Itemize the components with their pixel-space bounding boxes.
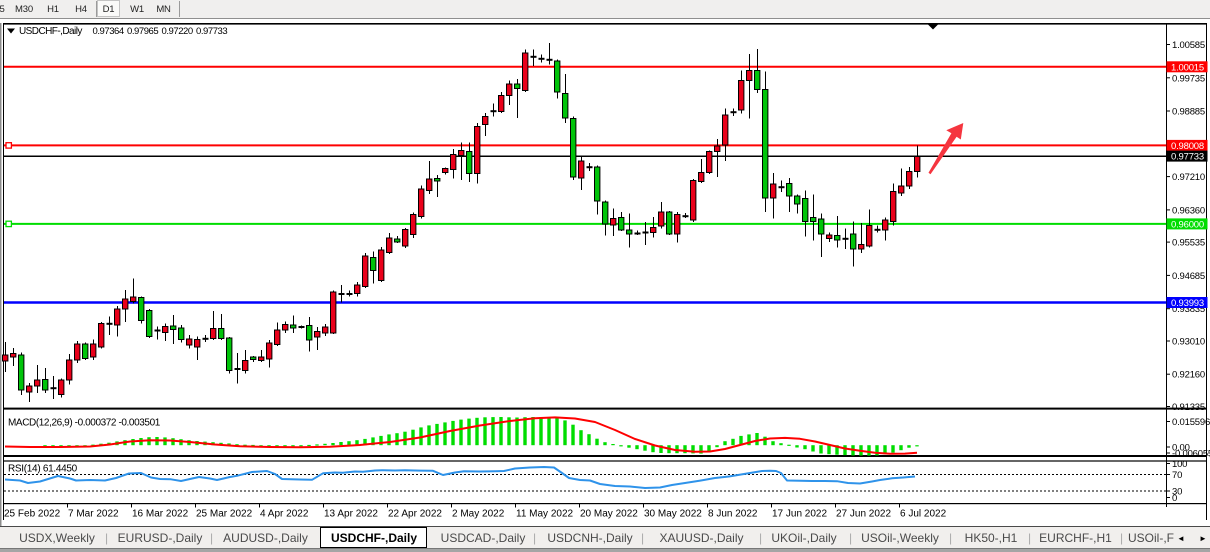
svg-text:0.99735: 0.99735 — [1172, 73, 1205, 84]
svg-text:RSI(14) 61.4450: RSI(14) 61.4450 — [8, 464, 78, 475]
svg-text:17 Jun 2022: 17 Jun 2022 — [772, 509, 827, 520]
svg-text:20 May 2022: 20 May 2022 — [580, 509, 638, 520]
svg-text:0.96360: 0.96360 — [1172, 205, 1205, 216]
svg-text:27 Jun 2022: 27 Jun 2022 — [836, 509, 891, 520]
svg-text:70: 70 — [1172, 470, 1182, 481]
svg-text:0.98008: 0.98008 — [1171, 141, 1204, 152]
svg-text:25 Mar 2022: 25 Mar 2022 — [196, 509, 253, 520]
svg-text:0.00: 0.00 — [1172, 443, 1190, 454]
svg-text:0.97210: 0.97210 — [1172, 172, 1205, 183]
svg-text:0.97965: 0.97965 — [127, 26, 158, 37]
svg-text:USDCHF-,Daily: USDCHF-,Daily — [19, 26, 82, 37]
svg-text:0.97733: 0.97733 — [1171, 152, 1204, 163]
svg-text:0.93993: 0.93993 — [1171, 298, 1204, 309]
svg-text:6 Jul 2022: 6 Jul 2022 — [900, 509, 947, 520]
svg-text:0.93010: 0.93010 — [1172, 336, 1205, 347]
svg-text:0.97220: 0.97220 — [162, 26, 193, 37]
svg-text:0.95535: 0.95535 — [1172, 238, 1205, 249]
svg-text:0: 0 — [1172, 493, 1177, 504]
svg-text:0.94685: 0.94685 — [1172, 271, 1205, 282]
svg-text:MACD(12,26,9) -0.000372 -0.003: MACD(12,26,9) -0.000372 -0.003501 — [8, 418, 161, 429]
svg-text:1.00015: 1.00015 — [1171, 62, 1204, 73]
svg-text:0.93835: 0.93835 — [1172, 304, 1205, 315]
svg-text:16 Mar 2022: 16 Mar 2022 — [132, 509, 189, 520]
svg-text:30 May 2022: 30 May 2022 — [644, 509, 702, 520]
svg-text:0.97364: 0.97364 — [93, 26, 124, 37]
svg-text:7 Mar 2022: 7 Mar 2022 — [68, 509, 119, 520]
svg-text:25 Feb 2022: 25 Feb 2022 — [4, 509, 61, 520]
svg-text:0.97733: 0.97733 — [196, 26, 227, 37]
svg-text:11 May 2022: 11 May 2022 — [516, 509, 574, 520]
svg-text:1.00585: 1.00585 — [1172, 40, 1205, 51]
svg-text:4 Apr 2022: 4 Apr 2022 — [260, 509, 309, 520]
svg-text:30: 30 — [1172, 487, 1182, 498]
svg-text:2 May 2022: 2 May 2022 — [452, 509, 505, 520]
svg-text:0.98885: 0.98885 — [1172, 107, 1205, 118]
svg-text:0.96000: 0.96000 — [1171, 219, 1204, 230]
svg-text:8 Jun 2022: 8 Jun 2022 — [708, 509, 758, 520]
svg-text:0.015596: 0.015596 — [1172, 417, 1210, 428]
svg-text:100: 100 — [1172, 459, 1187, 470]
svg-text:0.92160: 0.92160 — [1172, 370, 1205, 381]
svg-text:-0.006055: -0.006055 — [1172, 449, 1210, 460]
svg-text:0.91335: 0.91335 — [1172, 402, 1205, 413]
svg-text:13 Apr 2022: 13 Apr 2022 — [324, 509, 378, 520]
svg-text:22 Apr 2022: 22 Apr 2022 — [388, 509, 442, 520]
